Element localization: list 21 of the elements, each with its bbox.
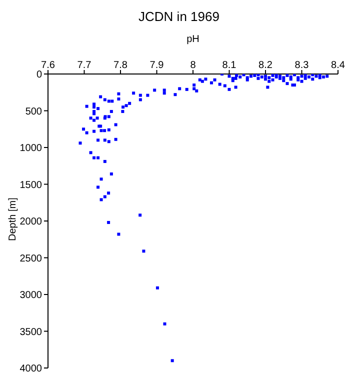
y-tick-label: 1000: [20, 143, 42, 154]
x-tick-label: 7.8: [114, 60, 128, 71]
x-tick-label: 8.4: [331, 60, 346, 71]
y-tick-label: 4000: [20, 364, 42, 375]
x-tick-label: 7.9: [150, 60, 164, 71]
y-tick-label: 3000: [20, 290, 42, 302]
x-tick-label: 8.3: [294, 60, 310, 71]
chart-title: JCDN in 1969: [138, 8, 220, 26]
x-tick-label: 8: [190, 60, 196, 71]
y-tick-label: 1500: [20, 180, 42, 191]
x-tick-label: 8.1: [222, 60, 237, 71]
y-tick-label: 3500: [20, 326, 42, 338]
x-axis-title: pH: [186, 34, 200, 45]
x-tick-label: 8.2: [258, 60, 273, 71]
y-tick-label: 2000: [20, 216, 42, 228]
x-tick-label: 7.6: [41, 60, 56, 71]
x-tick-label: 7.7: [77, 60, 92, 71]
y-tick-label: 500: [25, 106, 42, 118]
y-axis-title: Depth [m]: [8, 197, 19, 241]
y-tick-label: 0: [36, 70, 42, 81]
y-tick-label: 2500: [20, 253, 42, 264]
